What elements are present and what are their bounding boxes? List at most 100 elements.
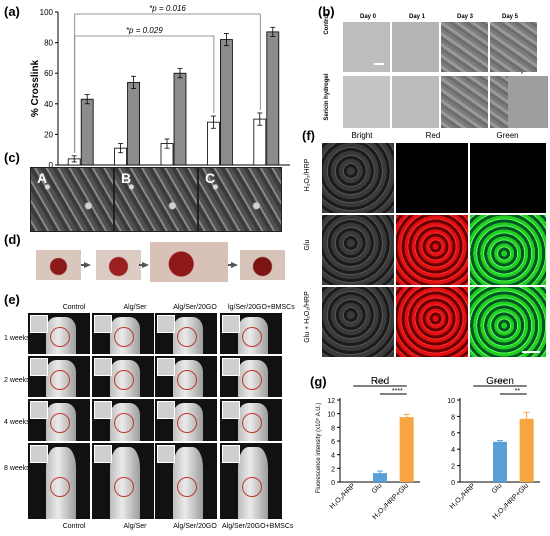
significance-label: **** xyxy=(495,380,506,387)
y-tick-label: 0 xyxy=(49,161,54,170)
bar xyxy=(519,418,534,482)
surgery-photo-4 xyxy=(240,250,285,280)
arrow-icon xyxy=(81,262,91,268)
micrograph-sericin-day1 xyxy=(392,76,439,128)
f-row-h2o2: H₂O₂/HRP xyxy=(304,158,311,192)
xray-image xyxy=(220,399,282,441)
panel-b-grid: Day 0 Day 1 Day 3 Day 5 Day 20 Control S… xyxy=(324,13,550,129)
defect-circle xyxy=(242,327,262,347)
fluor-red-glu-h2o2 xyxy=(396,287,468,357)
e-row-2w: 2 weeks xyxy=(4,377,30,384)
y-tick-label: 8 xyxy=(331,425,335,432)
sem-image-b: B xyxy=(114,167,198,232)
fluor-bright-glu-h2o2 xyxy=(322,287,394,357)
significance-label: **** xyxy=(392,388,403,395)
xray-image xyxy=(28,313,90,354)
y-axis-label: % Crosslink xyxy=(30,59,41,117)
sem-image-a: A xyxy=(30,167,114,232)
panel-label-d: (d) xyxy=(4,232,21,247)
xray-image xyxy=(28,356,90,397)
sem-label-b: B xyxy=(121,170,132,186)
y-tick-label: 20 xyxy=(44,130,53,139)
sem-image-c: C xyxy=(198,167,282,232)
fluor-bright-glu xyxy=(322,215,394,285)
x-tick-label: Glu xyxy=(371,482,384,495)
xray-inset xyxy=(157,315,175,333)
defect-circle xyxy=(50,370,70,390)
surgery-photo-2 xyxy=(96,250,141,280)
y-tick-label: 0 xyxy=(451,480,455,487)
xray-image xyxy=(155,443,217,519)
chart-title: Green xyxy=(486,376,514,387)
y-tick-label: 4 xyxy=(451,447,455,454)
e-col-top-3: lg/Ser/20GO+BMSCs xyxy=(228,304,295,311)
bar xyxy=(373,473,387,482)
f-col-green: Green xyxy=(496,131,519,140)
y-tick-label: 6 xyxy=(331,439,335,446)
y-tick-label: 10 xyxy=(447,398,455,405)
defect-circle xyxy=(242,413,262,433)
e-col-bot-1: Alg/Ser xyxy=(123,523,147,530)
y-tick-label: 12 xyxy=(327,398,335,405)
xray-image xyxy=(92,399,154,441)
xray-inset xyxy=(222,358,240,376)
xray-inset xyxy=(157,358,175,376)
xray-inset xyxy=(157,445,175,463)
e-col-top-1: Alg/Ser xyxy=(123,304,147,311)
fluor-green-h2o2 xyxy=(470,143,546,213)
xray-inset xyxy=(222,315,240,333)
xray-image xyxy=(220,313,282,354)
arrow-icon xyxy=(228,262,238,268)
e-row-4w: 4 weeks xyxy=(4,419,30,426)
chart-title: Red xyxy=(371,376,389,387)
micrograph-control-day1 xyxy=(392,22,439,72)
xray-image xyxy=(220,443,282,519)
xray-inset xyxy=(30,445,48,463)
xray-inset xyxy=(94,445,112,463)
panel-label-b: (b) xyxy=(318,4,335,19)
panel-label-a: (a) xyxy=(4,4,20,19)
xray-inset xyxy=(30,358,48,376)
significance-bracket xyxy=(74,35,215,153)
xray-image xyxy=(92,356,154,397)
y-tick-label: 100 xyxy=(40,8,54,17)
y-tick-label: 2 xyxy=(331,466,335,473)
defect-circle xyxy=(114,477,134,497)
e-col-top-0: Control xyxy=(62,304,86,311)
f-row-glu-h2o2: Glu + H₂O₂/HRP xyxy=(304,291,311,343)
scale-bar xyxy=(374,63,384,65)
defect-circle xyxy=(242,370,262,390)
significance-label: *p = 0.016 xyxy=(149,4,186,13)
defect-circle xyxy=(114,413,134,433)
xray-inset xyxy=(222,445,240,463)
defect-circle xyxy=(177,413,197,433)
xray-inset xyxy=(94,315,112,333)
xray-image xyxy=(28,443,90,519)
e-col-bot-2: Alg/Ser/20GO xyxy=(173,523,217,530)
xray-image xyxy=(28,399,90,441)
col-day0: Day 0 xyxy=(360,14,377,20)
defect-circle xyxy=(50,327,70,347)
xray-inset xyxy=(94,358,112,376)
xray-image xyxy=(155,399,217,441)
col-day3: Day 3 xyxy=(457,14,474,20)
arrow-icon xyxy=(139,262,149,268)
micrograph-sericin-day20 xyxy=(508,76,548,128)
y-tick-label: 10 xyxy=(327,412,335,419)
sem-label-c: C xyxy=(205,170,216,186)
xray-inset xyxy=(222,401,240,419)
e-row-8w: 8 weeks xyxy=(4,465,30,472)
panel-label-f: (f) xyxy=(302,128,315,143)
defect-circle xyxy=(242,477,262,497)
surgery-photo-1 xyxy=(36,250,81,280)
defect-circle xyxy=(177,327,197,347)
sem-label-a: A xyxy=(37,170,48,186)
xray-image xyxy=(92,443,154,519)
e-col-top-2: Alg/Ser/20GO xyxy=(173,304,217,311)
row-control: Control xyxy=(324,13,330,35)
fluor-red-h2o2 xyxy=(396,143,468,213)
y-tick-label: 80 xyxy=(44,39,53,48)
defect-circle xyxy=(177,370,197,390)
f-col-bright: Bright xyxy=(351,131,373,140)
fluor-bright-h2o2 xyxy=(322,143,394,213)
